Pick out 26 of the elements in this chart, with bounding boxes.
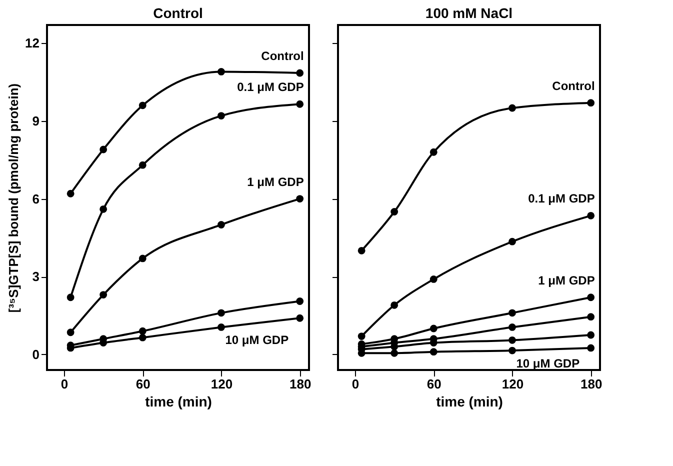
x-tick-label: 0 xyxy=(352,376,360,392)
x-tick-label: 120 xyxy=(502,376,524,392)
y-tick-label: 9 xyxy=(32,113,40,128)
chart-title: 100 mM NaCl xyxy=(425,5,513,21)
y-tick-label: 0 xyxy=(32,346,40,362)
series-label: 10 μM GDP xyxy=(516,356,580,371)
chart-title: Control xyxy=(153,5,203,21)
series-label: 1 μM GDP xyxy=(538,273,595,288)
series-label: 0.1 μM GDP xyxy=(237,80,304,94)
series-label: Control xyxy=(261,48,304,63)
x-tick-label: 120 xyxy=(210,376,233,392)
y-axis-title: [³⁵S]GTP[S] bound (pmol/mg protein) xyxy=(6,83,22,313)
x-axis-title: time (min) xyxy=(436,394,503,410)
y-tick-label: 6 xyxy=(32,191,40,206)
x-tick-label: 60 xyxy=(136,376,150,392)
series-label: 0.1 μM GDP xyxy=(528,192,595,206)
x-tick-label: 180 xyxy=(580,376,602,392)
x-tick-label: 0 xyxy=(60,376,68,392)
series-label: 1 μM GDP xyxy=(247,174,304,189)
y-tick-label: 3 xyxy=(32,269,40,284)
x-tick-label: 180 xyxy=(289,376,312,392)
y-tick-label: 12 xyxy=(25,36,40,51)
series-label: Control xyxy=(552,78,595,93)
x-axis-title: time (min) xyxy=(145,394,212,410)
series-label: 10 μM GDP xyxy=(225,333,289,348)
x-tick-label: 60 xyxy=(426,376,442,392)
